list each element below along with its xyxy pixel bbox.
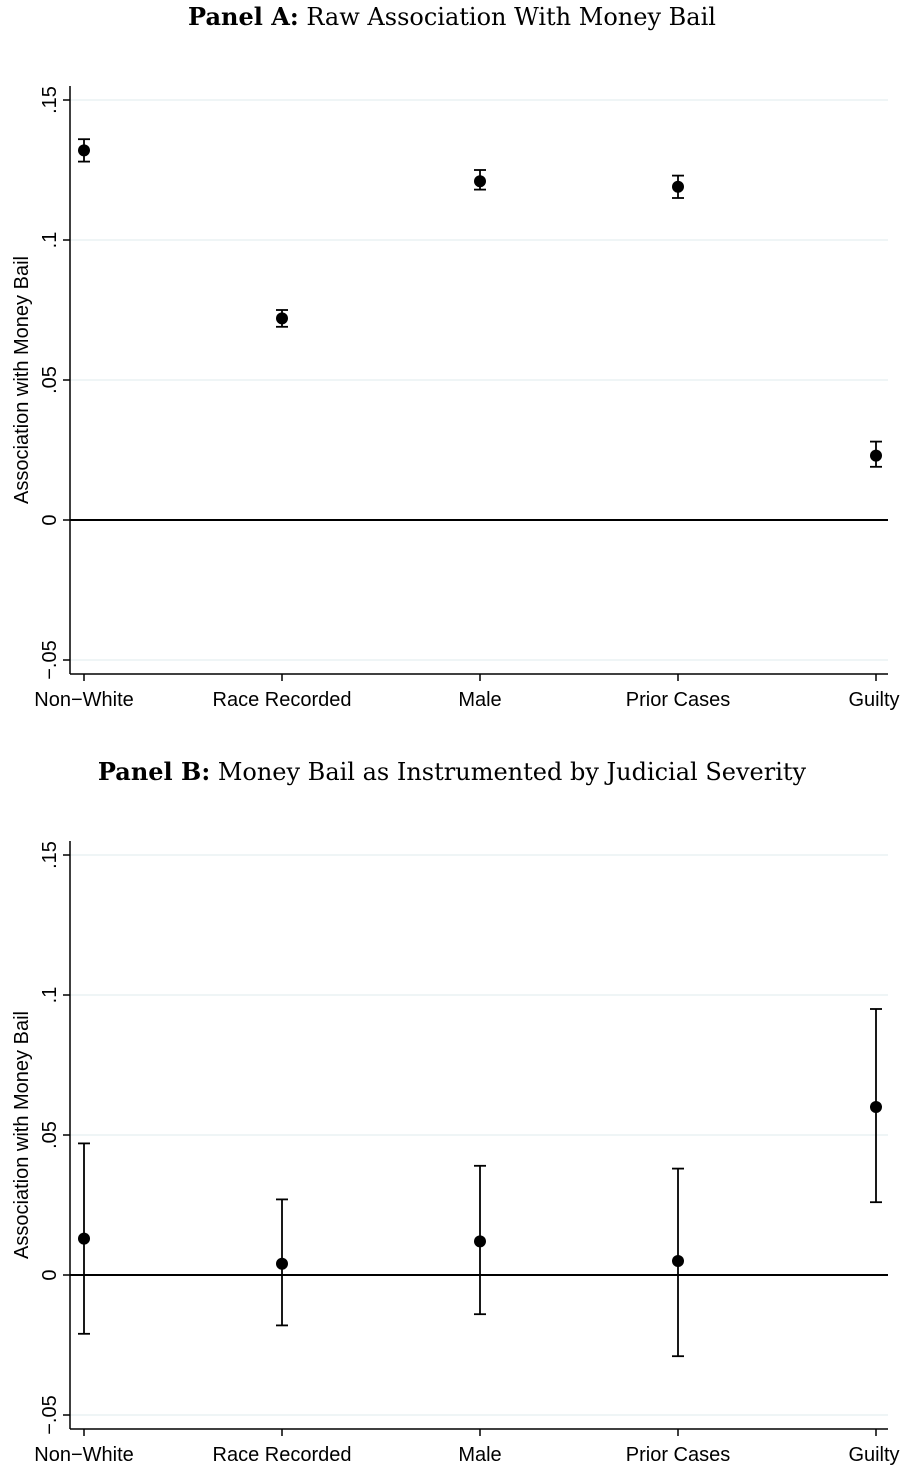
panel-a-y-tick-label: −.05 — [39, 640, 61, 679]
panel-a-x-tick-label: Prior Cases — [626, 689, 730, 711]
panel-b-point — [276, 1257, 288, 1270]
panel-b-y-tick-label: 0 — [39, 1269, 61, 1280]
panel-a-title: Panel A: Raw Association With Money Bail — [188, 2, 716, 31]
panel-b-point — [672, 1255, 684, 1267]
panel-a-point — [276, 312, 288, 325]
panel-a-label: Panel A — [188, 2, 290, 31]
panel-b-y-tick-label: .05 — [39, 1121, 61, 1149]
panel-a-y-tick-label: .1 — [39, 232, 61, 249]
panel-b-x-tick-label: Non−White — [34, 1444, 134, 1466]
panel-b-title-text: Money Bail as Instrumented by Judicial S… — [217, 758, 807, 786]
panel-a-y-tick-label: .05 — [39, 366, 61, 394]
panel-b-x-tick-label: Male — [458, 1444, 501, 1466]
panel-a-x-tick-label: Non−White — [34, 689, 134, 711]
panel-a-chart: −.05 0 .05 .1 .15 Association with Money Bail… — [11, 86, 900, 711]
panel-b-label: Panel B — [97, 757, 202, 786]
panel-b-point — [474, 1235, 486, 1248]
panel-b-y-axis-title: Association with Money Bail — [11, 1011, 33, 1259]
panel-a-title-text: Raw Association With Money Bail — [306, 3, 716, 31]
panel-b-point — [870, 1101, 882, 1113]
panel-a-x-tick-label: Race Recorded — [213, 689, 352, 711]
panel-b-x-tick-label: Guilty — [848, 1444, 899, 1466]
panel-a-y-tick-label: .15 — [39, 86, 61, 114]
panel-b-y-tick-label: .15 — [39, 841, 61, 869]
panel-a-y-tick-label: 0 — [39, 514, 61, 525]
panel-a-point — [78, 144, 90, 157]
panel-b-y-tick-label: .1 — [39, 987, 61, 1004]
panel-b-point — [78, 1232, 90, 1245]
panel-a-point — [474, 175, 486, 188]
panel-b-x-tick-label: Race Recorded — [213, 1444, 352, 1466]
panel-b-y-tick-label: −.05 — [39, 1395, 61, 1434]
panel-a-point — [870, 449, 882, 462]
panel-a-x-tick-label: Male — [458, 689, 501, 711]
panel-b-title: Panel B: Money Bail as Instrumented by J… — [97, 757, 807, 786]
panel-a-x-tick-label: Guilty — [848, 689, 899, 711]
panel-a-y-axis-title: Association with Money Bail — [11, 256, 33, 504]
panel-a-point — [672, 180, 684, 193]
panel-b-x-tick-label: Prior Cases — [626, 1444, 730, 1466]
